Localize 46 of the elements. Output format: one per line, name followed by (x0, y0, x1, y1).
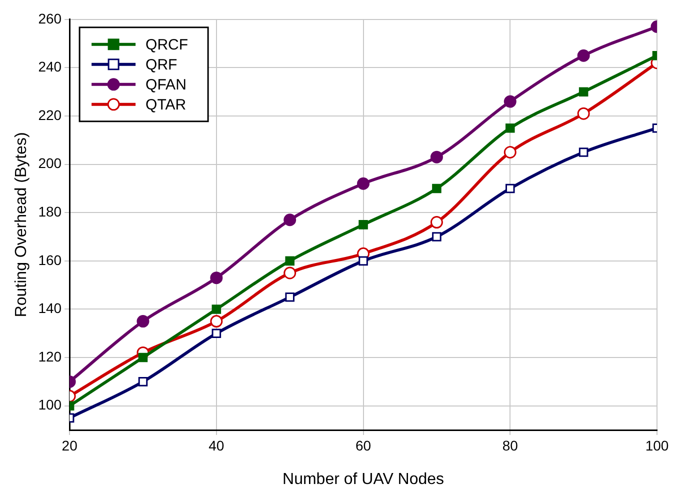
y-axis-title: Routing Overhead (Bytes) (13, 132, 30, 318)
x-tick-label: 40 (208, 437, 224, 454)
point (284, 214, 296, 226)
point (138, 377, 148, 386)
y-tick-label: 100 (38, 396, 62, 413)
x-tick-label: 100 (645, 437, 669, 454)
legend-label: QTAR (146, 96, 186, 114)
point (358, 256, 368, 266)
y-tick-label: 160 (38, 252, 62, 268)
x-tick-label: 80 (502, 437, 518, 454)
point (358, 220, 368, 230)
legend-label: QRCF (146, 36, 188, 54)
point (138, 352, 148, 362)
point (430, 150, 443, 164)
point (577, 49, 590, 62)
y-tick-label: 260 (38, 10, 62, 26)
y-tick-label: 220 (38, 106, 62, 123)
y-tick-label: 240 (38, 58, 62, 75)
point (285, 292, 294, 302)
point (578, 87, 588, 96)
y-tick-label: 200 (38, 155, 62, 172)
point (504, 146, 516, 158)
point (212, 328, 222, 338)
point (357, 177, 370, 190)
point (136, 315, 150, 328)
x-tick-label: 20 (62, 437, 78, 454)
point (578, 148, 588, 157)
point (506, 123, 515, 133)
point (210, 315, 223, 328)
point (432, 184, 442, 194)
point (284, 266, 296, 280)
y-tick-label: 140 (38, 300, 62, 316)
point (212, 304, 222, 314)
x-axis-title: Number of UAV Nodes (282, 470, 444, 488)
point (577, 107, 590, 120)
point (430, 216, 443, 229)
point (285, 256, 294, 266)
point (432, 232, 442, 242)
y-tick-label: 180 (38, 203, 62, 220)
point (504, 95, 516, 108)
legend-label: QRF (146, 56, 178, 74)
x-tick-label: 60 (355, 437, 372, 454)
point (506, 184, 515, 194)
y-tick-label: 120 (38, 348, 62, 364)
point (210, 272, 223, 284)
legend-label: QFAN (146, 76, 186, 94)
